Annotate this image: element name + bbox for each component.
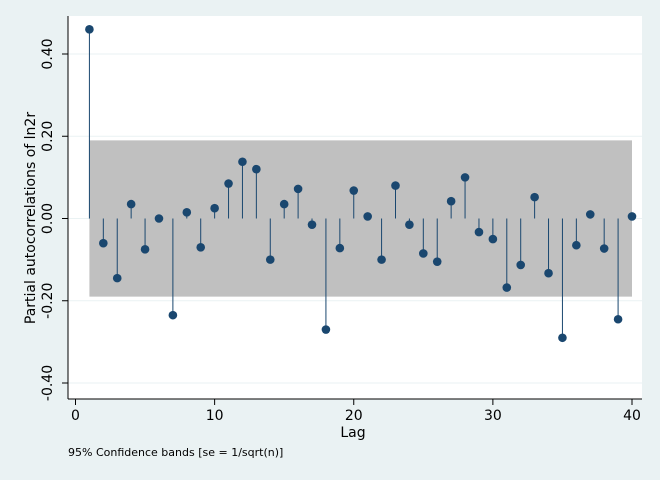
data-point xyxy=(460,173,470,182)
data-point xyxy=(474,227,484,237)
data-point xyxy=(99,238,108,248)
x-tick-label: 0 xyxy=(71,408,80,424)
y-tick-label: 0.40 xyxy=(40,38,56,69)
data-point xyxy=(126,199,136,209)
data-point xyxy=(307,220,317,229)
data-point xyxy=(182,208,192,217)
x-tick-label: 30 xyxy=(484,408,502,424)
y-tick-label: 0.00 xyxy=(40,203,56,234)
chart-note: 95% Confidence bands [se = 1/sqrt(n)] xyxy=(68,446,283,459)
data-point xyxy=(391,181,400,190)
data-point xyxy=(140,245,150,254)
data-point xyxy=(405,220,414,229)
data-point xyxy=(196,242,206,252)
data-point xyxy=(279,199,289,209)
y-axis-ticks: -0.40 -0.20 0.00 0.20 0.40 xyxy=(40,38,68,401)
data-point xyxy=(349,186,359,195)
axes xyxy=(67,16,642,400)
data-point xyxy=(168,310,178,320)
data-point xyxy=(599,244,609,253)
data-point xyxy=(613,314,623,324)
data-point xyxy=(544,268,553,278)
data-point xyxy=(224,179,233,188)
data-point xyxy=(419,249,428,258)
data-point xyxy=(446,196,456,206)
data-point xyxy=(238,157,247,167)
data-point xyxy=(363,212,372,221)
confidence-band xyxy=(89,140,633,297)
y-axis-label: Partial autocorrelations of ln2r xyxy=(23,112,39,324)
data-point xyxy=(530,192,539,202)
data-point xyxy=(516,260,525,270)
y-tick-label: -0.40 xyxy=(40,365,56,401)
data-point xyxy=(572,240,581,250)
data-point xyxy=(293,184,303,194)
data-point xyxy=(321,325,331,334)
x-tick-label: 10 xyxy=(206,408,224,424)
data-point xyxy=(558,333,567,343)
data-point xyxy=(488,234,498,244)
data-point xyxy=(627,212,637,221)
x-axis-label: Lag xyxy=(340,425,365,441)
data-point xyxy=(154,214,164,223)
x-axis-ticks: 0 10 20 30 40 xyxy=(71,399,641,424)
x-tick-label: 20 xyxy=(345,408,363,424)
y-tick-label: 0.20 xyxy=(40,121,56,152)
x-tick-label: 40 xyxy=(623,408,641,424)
data-point xyxy=(265,255,275,264)
data-point xyxy=(112,273,122,283)
data-point xyxy=(377,255,386,264)
data-point xyxy=(252,164,261,174)
data-point xyxy=(502,283,512,292)
data-points xyxy=(85,25,637,343)
data-point xyxy=(432,257,442,266)
data-point xyxy=(335,243,345,253)
y-tick-label: -0.20 xyxy=(40,283,56,319)
data-point xyxy=(85,25,94,34)
data-point xyxy=(585,210,595,219)
data-point xyxy=(210,203,219,213)
